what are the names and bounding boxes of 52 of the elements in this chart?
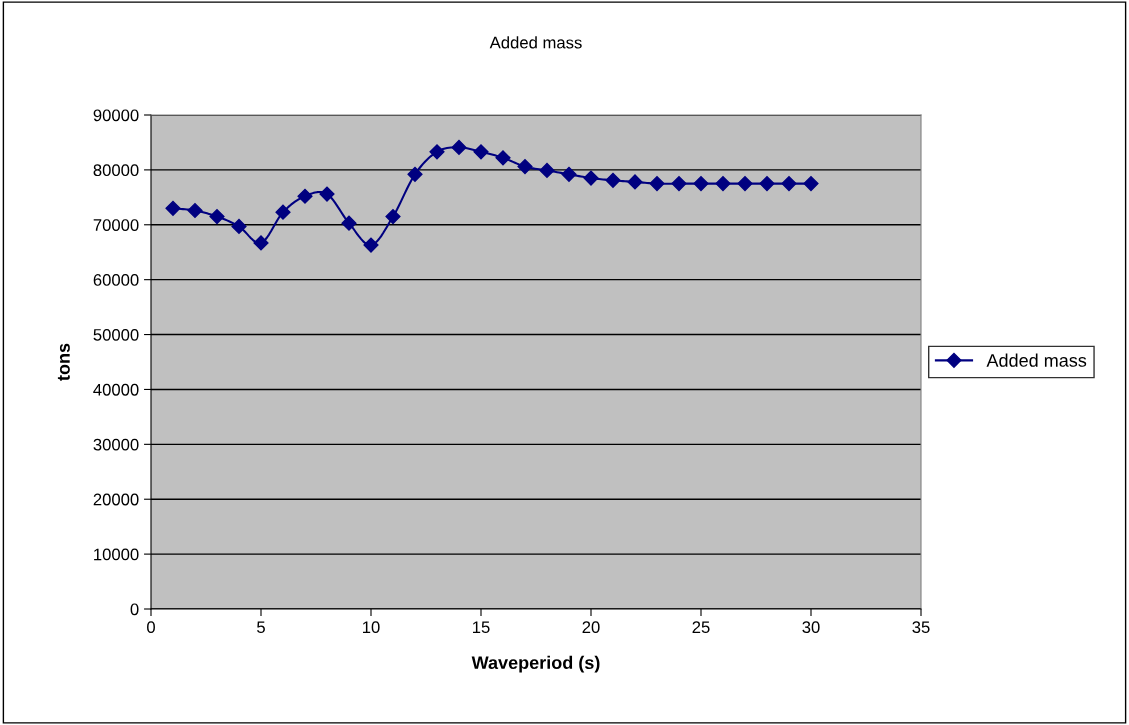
point [803, 176, 819, 192]
point [495, 150, 511, 166]
point [715, 176, 731, 192]
y-tick-label: 0 [130, 603, 139, 616]
point [407, 166, 423, 182]
point [253, 235, 269, 251]
point [539, 162, 555, 179]
x-tick-label: 5 [257, 621, 265, 634]
y-tick-label: 90000 [93, 109, 139, 122]
y-axis-title: tons [57, 343, 70, 381]
point [649, 176, 665, 192]
point [671, 176, 687, 192]
point [429, 144, 445, 160]
point [759, 176, 775, 192]
y-tick-label: 80000 [93, 164, 139, 177]
y-tick-label: 30000 [93, 438, 139, 451]
point [297, 188, 313, 204]
point [363, 237, 379, 253]
point [693, 176, 709, 192]
point [605, 172, 621, 188]
point [561, 166, 577, 182]
point [781, 176, 797, 192]
point [341, 215, 357, 231]
y-tick-label: 50000 [93, 328, 139, 341]
x-tick-label: 10 [363, 621, 380, 634]
point [209, 208, 225, 225]
y-tick-label: 10000 [94, 548, 139, 561]
y-tick-label: 70000 [93, 219, 139, 231]
y-tick-label: 40000 [93, 383, 139, 396]
point [275, 204, 291, 220]
point [165, 200, 181, 216]
y-tick-label: 60000 [93, 274, 139, 286]
x-tick-label: 25 [692, 621, 710, 634]
x-tick-label: 20 [582, 621, 600, 634]
point [627, 174, 643, 190]
chart-title: Added mass [489, 36, 582, 49]
point [517, 159, 533, 175]
point [473, 144, 489, 160]
point [451, 139, 467, 155]
point [583, 170, 599, 186]
y-tick-label: 20000 [93, 493, 139, 506]
point [737, 176, 753, 192]
point [187, 202, 203, 219]
x-axis-title: Waveperiod (s) [471, 655, 600, 673]
x-tick-label: 15 [473, 621, 490, 634]
x-tick-label: 0 [147, 621, 155, 634]
point [385, 208, 401, 225]
x-tick-label: 35 [912, 621, 930, 634]
x-tick-label: 30 [802, 621, 820, 634]
point [231, 218, 247, 234]
legend-label: Added mass [986, 353, 1087, 367]
point [319, 186, 335, 202]
